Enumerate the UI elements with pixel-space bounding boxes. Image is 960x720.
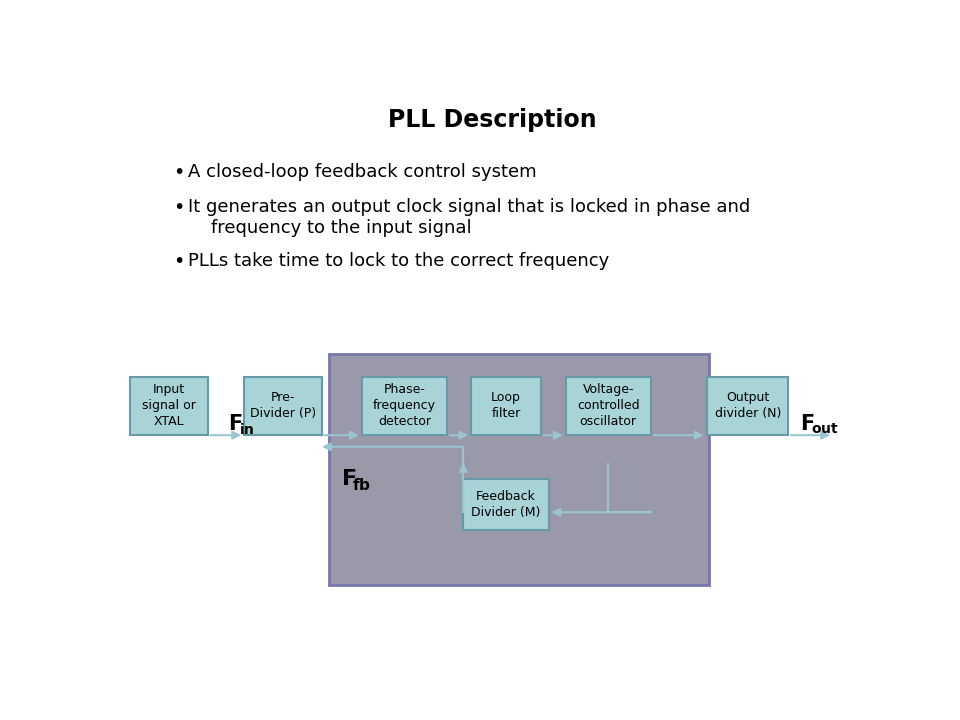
Bar — [708, 377, 788, 435]
Text: $\mathbf{F}$: $\mathbf{F}$ — [341, 469, 356, 489]
Text: $\mathbf{F}$: $\mathbf{F}$ — [228, 414, 243, 433]
Text: •: • — [173, 163, 184, 182]
Bar — [362, 377, 447, 435]
Text: Loop
filter: Loop filter — [491, 392, 521, 420]
Bar — [464, 480, 548, 529]
Text: PLLs take time to lock to the correct frequency: PLLs take time to lock to the correct fr… — [188, 252, 610, 270]
Text: $\mathbf{in}$: $\mathbf{in}$ — [239, 421, 254, 436]
Text: It generates an output clock signal that is locked in phase and
    frequency to: It generates an output clock signal that… — [188, 198, 751, 237]
Text: $\mathbf{F}$: $\mathbf{F}$ — [800, 414, 814, 433]
Text: PLL Description: PLL Description — [388, 107, 596, 132]
Text: •: • — [173, 198, 184, 217]
Text: A closed-loop feedback control system: A closed-loop feedback control system — [188, 163, 537, 181]
Bar — [565, 377, 651, 435]
Text: $\mathbf{out}$: $\mathbf{out}$ — [810, 422, 838, 436]
Bar — [244, 377, 322, 435]
Text: Output
divider (N): Output divider (N) — [714, 392, 780, 420]
Bar — [130, 377, 207, 435]
Text: Pre-
Divider (P): Pre- Divider (P) — [250, 392, 316, 420]
Text: •: • — [173, 252, 184, 271]
Text: Feedback
Divider (M): Feedback Divider (M) — [471, 490, 540, 519]
Text: Phase-
frequency
detector: Phase- frequency detector — [372, 384, 436, 428]
Text: $\mathbf{fb}$: $\mathbf{fb}$ — [352, 477, 372, 493]
Bar — [471, 377, 540, 435]
Bar — [329, 354, 709, 585]
Text: Input
signal or
XTAL: Input signal or XTAL — [142, 384, 196, 428]
Text: Voltage-
controlled
oscillator: Voltage- controlled oscillator — [577, 384, 639, 428]
